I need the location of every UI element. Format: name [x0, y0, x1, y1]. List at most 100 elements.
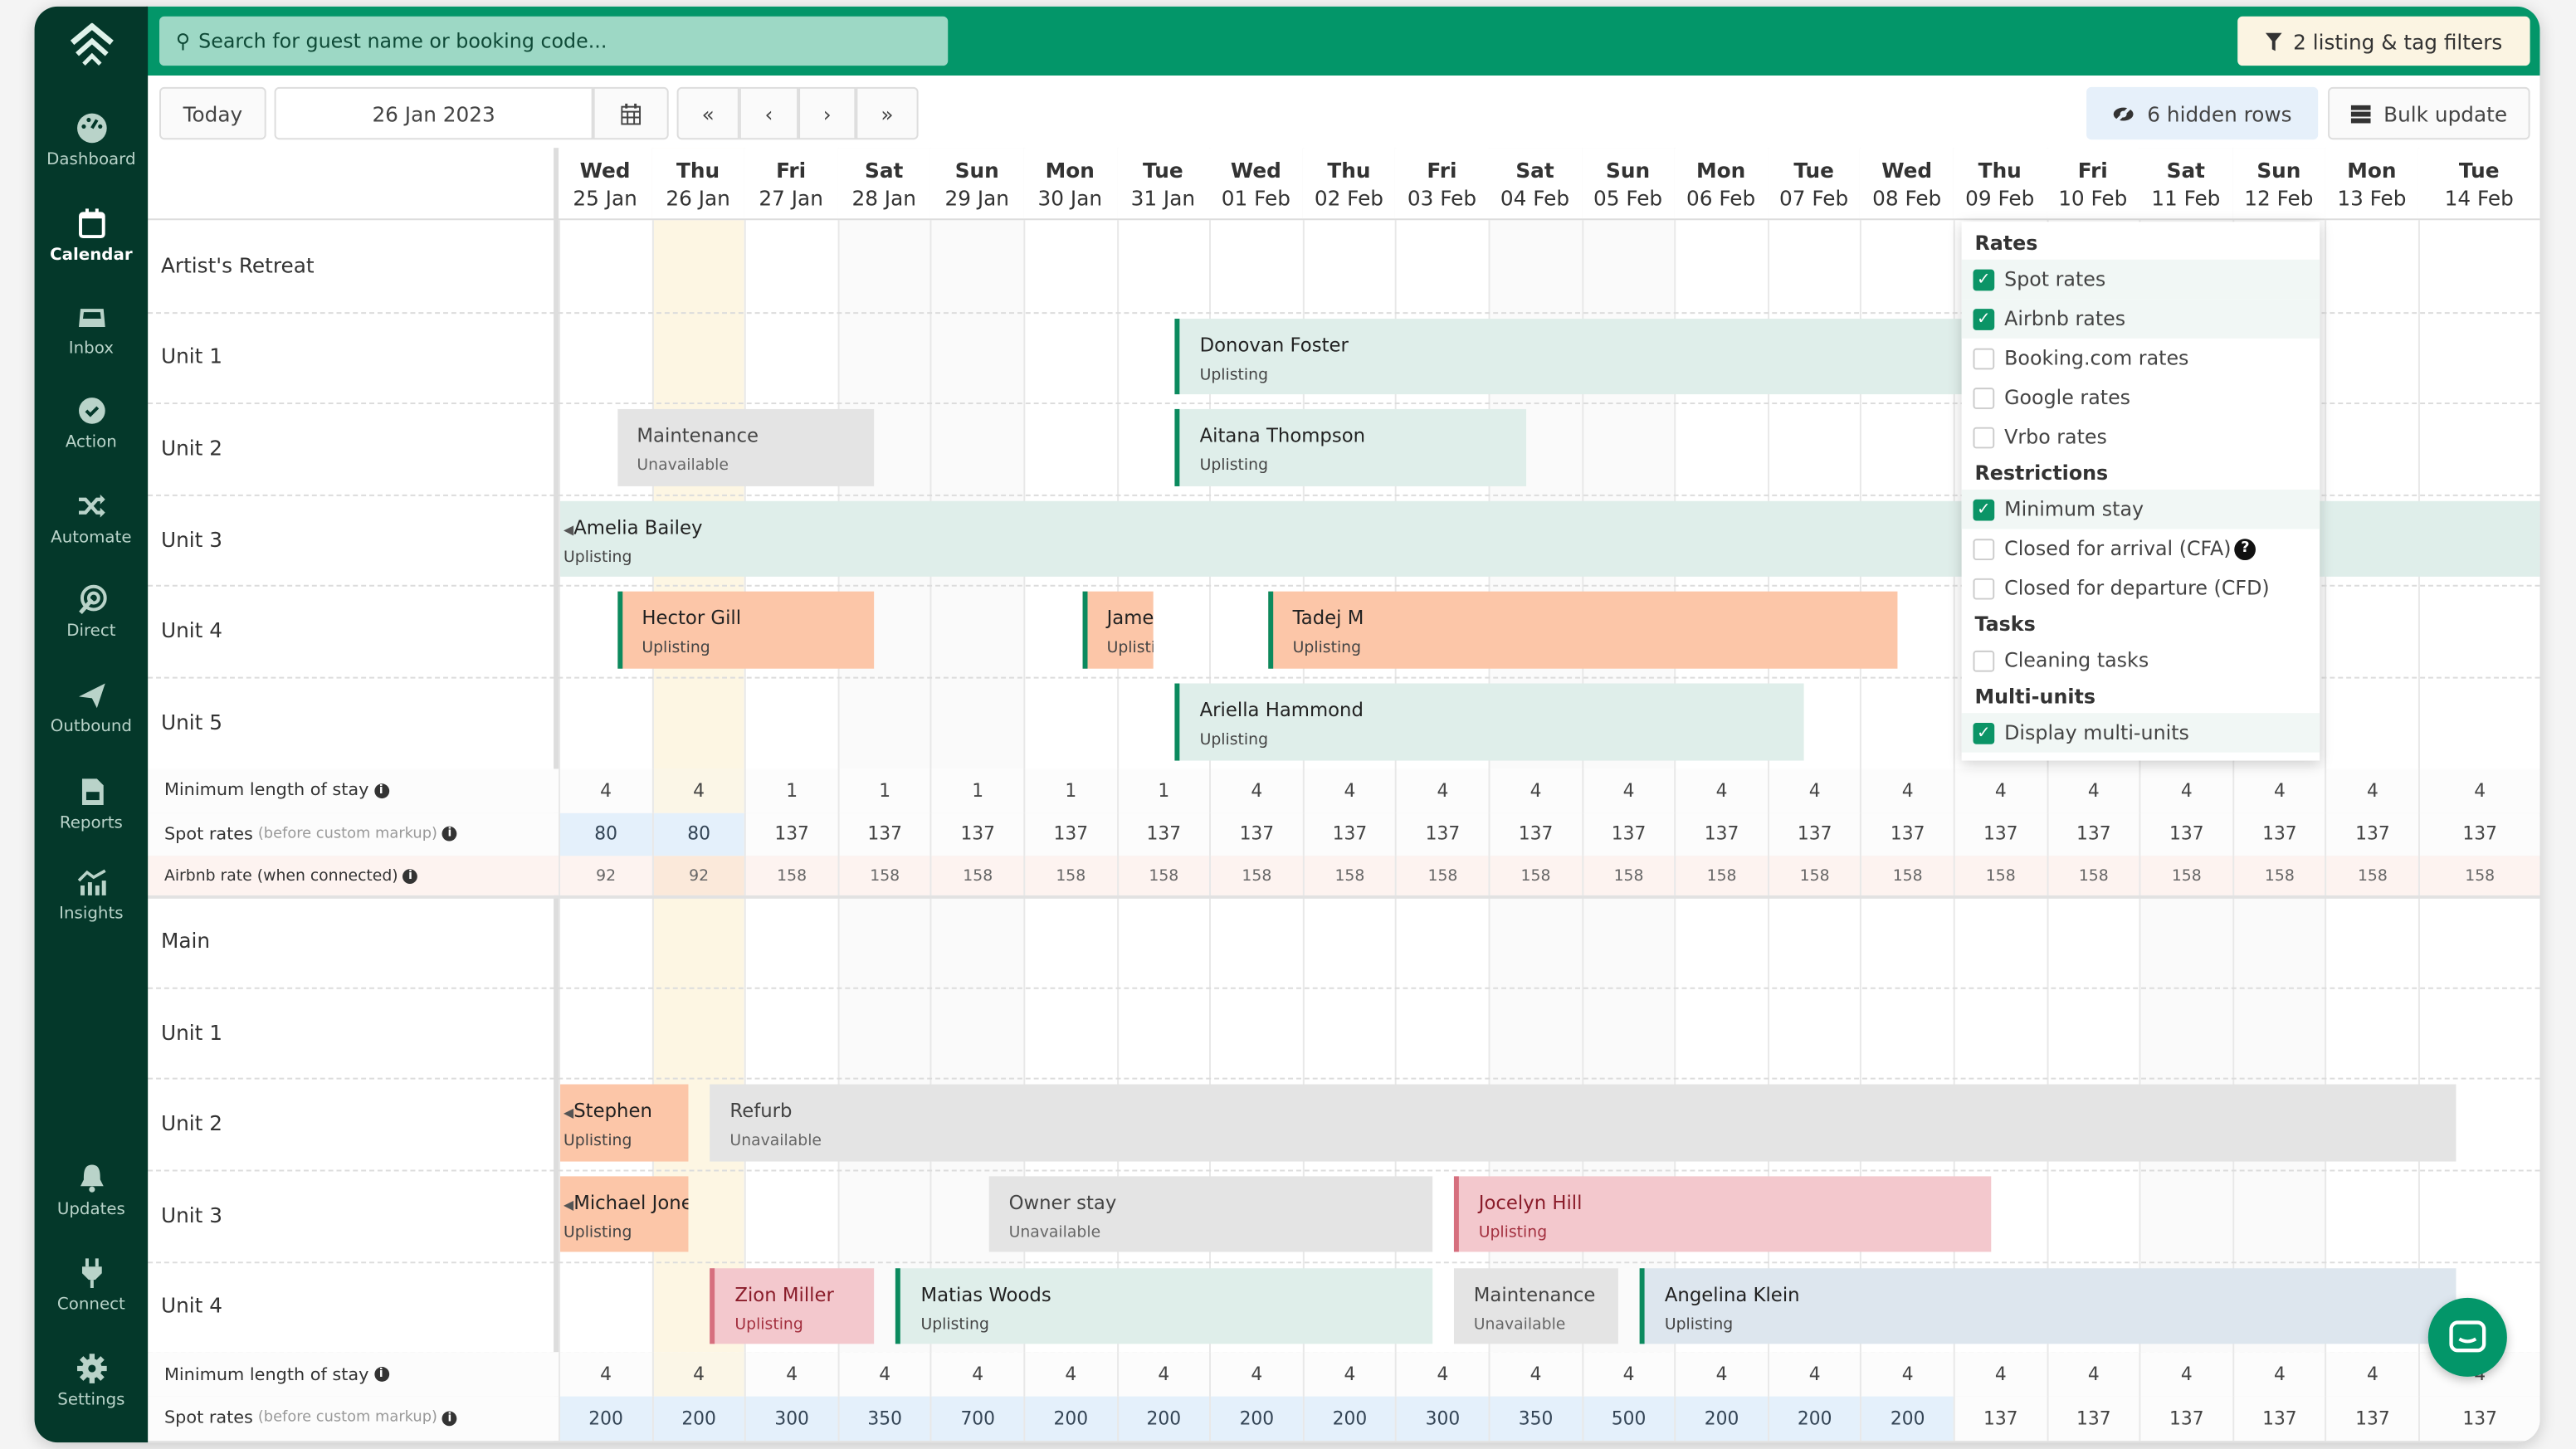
stat-cell[interactable]: 4 [2139, 1352, 2232, 1397]
listing-tag-filters-button[interactable]: 2 listing & tag filters [2237, 16, 2530, 66]
stat-cell[interactable]: 137 [2417, 812, 2539, 856]
stat-cell[interactable]: 158 [1953, 856, 2047, 896]
column-header[interactable]: Thu 02 Feb [1302, 148, 1396, 221]
stat-cell[interactable]: 137 [2139, 1396, 2232, 1441]
stat-cell[interactable]: 137 [1953, 1396, 2047, 1441]
column-header[interactable]: Wed 01 Feb [1209, 148, 1303, 221]
column-header[interactable]: Thu 09 Feb [1953, 148, 2047, 221]
booking-block[interactable]: Hector Gill Uplisting [617, 592, 876, 669]
stat-cell[interactable]: 300 [1395, 1396, 1489, 1441]
booking-block[interactable]: James Uplisting [1081, 592, 1154, 669]
stat-cell[interactable]: 4 [2232, 768, 2325, 813]
booking-block[interactable]: Refurb Unavailable [710, 1085, 2456, 1162]
dropdown-option[interactable]: ✓ Minimum stay [1961, 489, 2320, 529]
column-header[interactable]: Sun 12 Feb [2232, 148, 2325, 221]
stat-cell[interactable]: 200 [1674, 1396, 1768, 1441]
sidebar-item-connect[interactable]: Connect [35, 1256, 149, 1315]
stat-cell[interactable]: 4 [1209, 768, 1302, 813]
unit-row-label[interactable]: Unit 4 [161, 617, 222, 643]
hidden-rows-button[interactable]: 6 hidden rows [2086, 86, 2319, 140]
stat-cell[interactable]: 137 [1302, 812, 1395, 856]
stat-cell[interactable]: 158 [2232, 856, 2325, 896]
stat-cell[interactable]: 350 [1488, 1396, 1582, 1441]
stat-cell[interactable]: 200 [651, 1396, 745, 1441]
stat-cell[interactable]: 158 [1581, 856, 1675, 896]
column-header[interactable]: Wed 08 Feb [1860, 148, 1954, 221]
stat-cell[interactable]: 137 [1953, 812, 2047, 856]
stat-cell[interactable]: 137 [1674, 812, 1768, 856]
checkbox-unchecked[interactable] [1973, 387, 1995, 408]
unit-row-label[interactable]: Unit 1 [161, 1019, 222, 1045]
unit-row-label[interactable]: Unit 1 [161, 344, 222, 369]
stat-cell[interactable]: 4 [1302, 1352, 1395, 1397]
booking-block[interactable]: Maintenance Unavailable [1454, 1267, 1619, 1344]
bulk-update-button[interactable]: Bulk update [2328, 86, 2530, 140]
sidebar-item-settings[interactable]: Settings [35, 1352, 149, 1409]
stat-cell[interactable]: 137 [1395, 812, 1488, 856]
dropdown-option[interactable]: ✓ Airbnb rates [1961, 299, 2320, 339]
stat-cell[interactable]: 137 [2325, 1396, 2418, 1441]
stat-cell[interactable]: 4 [1395, 768, 1488, 813]
today-button[interactable]: Today [159, 86, 266, 140]
previous-button[interactable]: ‹ [739, 86, 799, 140]
stat-cell[interactable]: 200 [1860, 1396, 1954, 1441]
stat-cell[interactable]: 4 [1395, 1352, 1488, 1397]
column-header[interactable]: Mon 06 Feb [1674, 148, 1768, 221]
checkbox-unchecked[interactable] [1973, 347, 1995, 369]
stat-cell[interactable]: 158 [837, 856, 930, 896]
booking-block[interactable]: Angelina Klein Uplisting [1640, 1267, 2456, 1344]
column-header[interactable]: Sat 28 Jan [837, 148, 931, 221]
stat-cell[interactable]: 4 [744, 1352, 837, 1397]
stat-cell[interactable]: 4 [2232, 1352, 2325, 1397]
sidebar-item-insights[interactable]: Insights [35, 866, 149, 924]
stat-cell[interactable]: 4 [1488, 1352, 1582, 1397]
sidebar-item-calendar[interactable]: Calendar [35, 207, 149, 265]
stat-cell[interactable]: 4 [1302, 768, 1395, 813]
stat-cell[interactable]: 4 [1953, 768, 2047, 813]
stat-cell[interactable]: 137 [1767, 812, 1861, 856]
stat-cell[interactable]: 158 [1302, 856, 1395, 896]
stat-cell[interactable]: 4 [1209, 1352, 1302, 1397]
stat-cell[interactable]: 200 [1209, 1396, 1303, 1441]
column-header[interactable]: Tue 31 Jan [1116, 148, 1210, 221]
next-button[interactable]: › [798, 86, 856, 140]
unit-row-label[interactable]: Unit 3 [161, 1202, 222, 1227]
stat-cell[interactable]: 1 [1023, 768, 1116, 813]
sidebar-item-reports[interactable]: Reports [35, 775, 149, 833]
column-header[interactable]: Sun 05 Feb [1581, 148, 1675, 221]
stat-cell[interactable]: 137 [1023, 812, 1116, 856]
sidebar-item-dashboard[interactable]: Dashboard [35, 112, 149, 169]
booking-block[interactable]: Ariella Hammond Uplisting [1174, 683, 1805, 760]
unit-row-label[interactable]: Main [161, 928, 211, 953]
date-input[interactable]: 26 Jan 2023 [274, 86, 593, 140]
stat-cell[interactable]: 4 [2046, 768, 2139, 813]
stat-cell[interactable]: 137 [1209, 812, 1302, 856]
column-header[interactable]: Sun 29 Jan [930, 148, 1024, 221]
booking-block[interactable]: Zion Miller Uplisting [710, 1267, 875, 1344]
column-header[interactable]: Sat 11 Feb [2139, 148, 2232, 221]
booking-block[interactable]: Maintenance Unavailable [617, 409, 876, 486]
stat-cell[interactable]: 137 [1860, 812, 1954, 856]
stat-cell[interactable]: 158 [2417, 856, 2539, 896]
dropdown-option[interactable]: ✓ Display multi-units [1961, 713, 2320, 753]
unit-row-label[interactable]: Unit 3 [161, 526, 222, 552]
unit-row-label[interactable]: Unit 4 [161, 1293, 222, 1319]
booking-block[interactable]: Jocelyn Hill Uplisting [1454, 1176, 1991, 1253]
stat-cell[interactable]: 4 [1674, 768, 1768, 813]
stat-cell[interactable]: 158 [1488, 856, 1582, 896]
stat-cell[interactable]: 137 [1116, 812, 1209, 856]
stat-cell[interactable]: 158 [1023, 856, 1116, 896]
stat-cell[interactable]: 158 [744, 856, 837, 896]
stat-cell[interactable]: 200 [1023, 1396, 1117, 1441]
jump-back-button[interactable]: « [676, 86, 739, 140]
stat-cell[interactable]: 200 [1302, 1396, 1396, 1441]
stat-cell[interactable]: 137 [1581, 812, 1675, 856]
stat-cell[interactable]: 4 [1488, 768, 1582, 813]
stat-cell[interactable]: 1 [837, 768, 930, 813]
stat-cell[interactable]: 4 [1581, 768, 1675, 813]
stat-cell[interactable]: 80 [651, 812, 745, 856]
stat-cell[interactable]: 200 [1116, 1396, 1210, 1441]
column-header[interactable]: Thu 26 Jan [651, 148, 745, 221]
stat-cell[interactable]: 4 [1116, 1352, 1209, 1397]
stat-cell[interactable]: 4 [2139, 768, 2232, 813]
